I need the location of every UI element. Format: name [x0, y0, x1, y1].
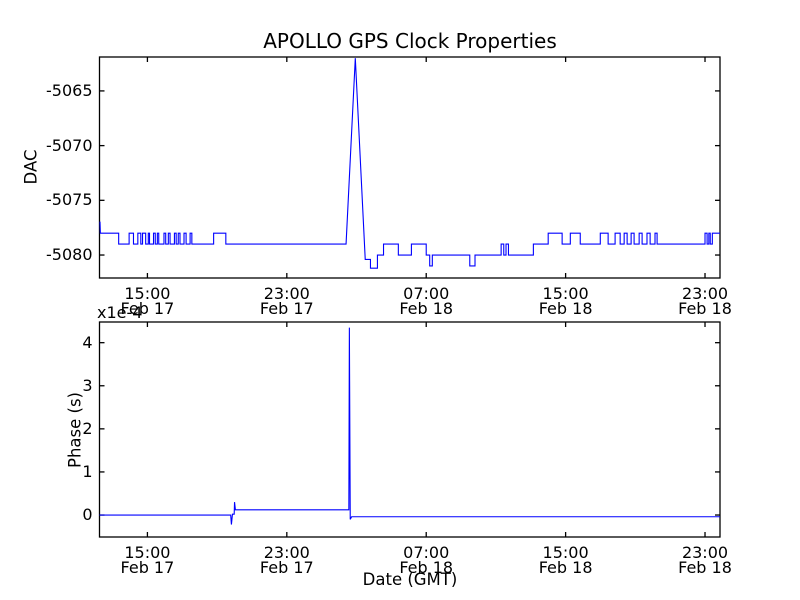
- x-axis-label-date-gmt: Date (GMT): [362, 570, 458, 589]
- y-tick-label: -5075: [46, 190, 93, 210]
- x-tick-label: 07:00 Feb 18: [371, 543, 481, 577]
- x-tick-label: 07:00 Feb 18: [371, 284, 481, 318]
- x-tick-label-line: 23:00: [263, 543, 310, 562]
- x-tick-label-line: Feb 18: [399, 558, 454, 577]
- x-tick-label-line: Feb 18: [399, 299, 454, 318]
- x-tick-label-line: 15:00: [542, 284, 589, 303]
- x-tick-label-line: 23:00: [681, 284, 729, 303]
- x-tick-label-line: Feb 17: [259, 558, 314, 577]
- x-tick-label-line: 07:00: [403, 284, 450, 303]
- phase-series-line: [99, 327, 720, 525]
- x-tick-label-line: 15:00: [124, 543, 171, 562]
- y-axis-label-dac: DAC: [21, 149, 41, 185]
- x-tick-label: 23:00 Feb 18: [650, 284, 760, 318]
- x-tick-label: 15:00 Feb 17: [92, 543, 202, 577]
- x-tick-label-line: Feb 17: [259, 299, 314, 318]
- y-tick-label: 3: [82, 375, 93, 395]
- x-tick-label-line: 15:00: [124, 284, 171, 303]
- y-tick-label: 0: [82, 505, 93, 525]
- y-tick-label: 1: [82, 461, 93, 481]
- x-tick-label: 23:00 Feb 18: [650, 543, 760, 577]
- x-tick-label: 23:00 Feb 17: [232, 543, 342, 577]
- y-tick-label: 2: [82, 418, 93, 438]
- x-tick-label-line: Feb 18: [678, 299, 732, 318]
- chart-title: APOLLO GPS Clock Properties: [263, 29, 557, 53]
- y-tick-label: -5070: [46, 135, 93, 155]
- y-tick-label: -5065: [46, 80, 93, 100]
- x-tick-label-line: Feb 18: [538, 299, 593, 318]
- x-tick-label-line: 23:00: [681, 543, 729, 562]
- x-tick-label: 15:00 Feb 18: [511, 284, 621, 318]
- axes-frame: [98, 321, 721, 538]
- dac-series-line: [99, 58, 720, 269]
- x-tick-label: 15:00 Feb 18: [511, 543, 621, 577]
- x-tick-label-line: 15:00: [542, 543, 589, 562]
- x-tick-label-line: Feb 17: [120, 558, 175, 577]
- x-tick-label: 15:00 Feb 17: [92, 284, 202, 318]
- axes-frame: [98, 56, 721, 279]
- y-tick-label: 4: [82, 332, 93, 352]
- x-tick-label-line: Feb 18: [538, 558, 593, 577]
- x-tick-label-line: 23:00: [263, 284, 310, 303]
- x-tick-label-line: Feb 17: [120, 299, 175, 318]
- x-tick-label-line: Feb 18: [678, 558, 732, 577]
- x-tick-label: 23:00 Feb 17: [232, 284, 342, 318]
- x-tick-label-line: 07:00: [403, 543, 450, 562]
- y-tick-label: -5080: [46, 245, 93, 265]
- y-axis-offset-text: x1e-4: [97, 303, 143, 322]
